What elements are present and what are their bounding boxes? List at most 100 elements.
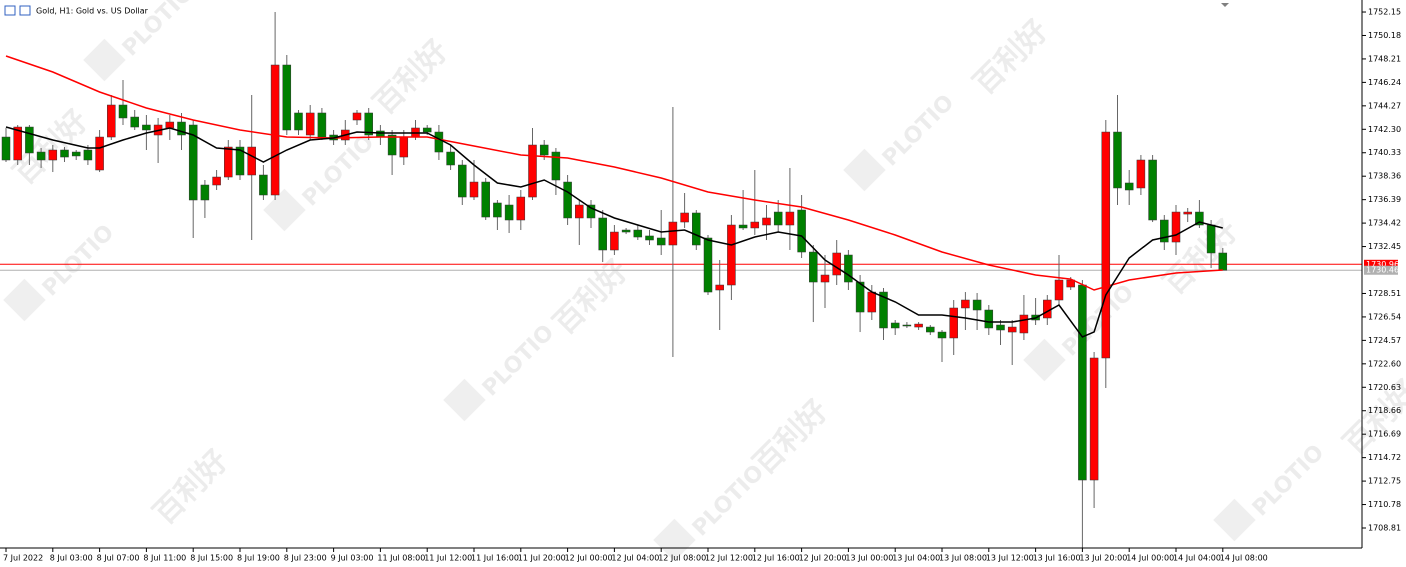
candle-body [434,131,444,153]
candle-body [36,151,46,161]
y-tick-label: 1718.66 [1368,406,1401,415]
candle-body [130,116,139,128]
candle-body [797,209,806,253]
candle-body [539,144,549,156]
icon-chart[interactable] [4,5,16,16]
candle-body [270,64,280,196]
y-tick-label: 1708.81 [1368,523,1401,532]
x-tick-label: 12 Jul 04:00 [611,554,659,563]
candle-body [387,134,397,156]
candle-body [177,121,186,136]
candle-body [422,127,432,133]
x-tick-label: 8 Jul 11:00 [143,554,186,563]
y-tick-label: 1734.42 [1368,219,1401,228]
candle-body [364,112,373,136]
x-tick-label: 14 Jul 08:00 [1220,554,1268,563]
candle-body [551,151,561,181]
price-label-box [1364,259,1398,269]
candle-body [914,323,923,328]
x-tick-label: 13 Jul 20:00 [1079,554,1127,563]
x-tick-label: 12 Jul 20:00 [799,554,847,563]
candle-body [680,212,689,223]
candle-body [1113,131,1122,189]
candle-body [902,324,912,327]
y-tick-label: 1744.27 [1368,101,1401,110]
candle-body [446,151,455,166]
y-tick-label: 1728.51 [1368,289,1401,298]
candle-body [71,151,81,157]
candle-body [528,144,537,198]
candle-body [656,237,666,246]
candle-body [1171,211,1181,243]
candle-body [1019,314,1029,334]
candle-body [1,136,11,161]
chart-title: Gold, H1: Gold vs. US Dollar [36,7,149,16]
candle-body [1218,252,1228,271]
candle-body [83,149,93,161]
candle-body [809,251,818,283]
x-tick-label: 12 Jul 08:00 [658,554,706,563]
x-tick-label: 8 Jul 03:00 [50,554,93,563]
icon-symbol[interactable] [19,5,31,16]
candle-body [188,124,198,201]
y-tick-label: 1740.33 [1368,148,1401,157]
candle-body [586,204,596,219]
candle-body [1124,182,1134,191]
candle-body [48,149,58,161]
y-tick-label: 1750.18 [1368,31,1401,40]
candle-body [844,254,853,283]
candle-body [376,130,385,138]
candle-body [1160,219,1169,243]
candle-body [259,174,268,196]
candle-body [949,307,958,339]
moving-average [5,126,1223,338]
x-tick-label: 14 Jul 04:00 [1173,554,1221,563]
x-tick-label: 12 Jul 00:00 [565,554,613,563]
candle-body [1148,159,1157,221]
shift-marker[interactable] [1221,3,1229,7]
candle-body [1078,284,1087,481]
candle-body [1043,299,1052,319]
y-tick-label: 1726.54 [1368,312,1401,321]
y-tick-label: 1732.45 [1368,242,1401,251]
candle-body [469,181,479,198]
candle-body [961,299,970,309]
candle-body [984,309,994,329]
x-tick-label: 13 Jul 04:00 [892,554,940,563]
candle-body [224,146,233,178]
x-tick-label: 8 Jul 23:00 [284,554,327,563]
candle-body [633,229,643,238]
candle-body [598,217,607,251]
candle-body [937,331,947,339]
price-label-box [1364,265,1398,275]
candle-body [1195,211,1204,226]
x-tick-label: 7 Jul 2022 [3,554,43,563]
candle-body [1183,211,1192,215]
x-tick-label: 13 Jul 08:00 [939,554,987,563]
candle-body [926,326,935,333]
candle-body [727,224,736,286]
candle-body [165,121,175,129]
candle-body [305,112,315,136]
candle-body [493,202,502,218]
price-label: 1730.46 [1366,266,1399,275]
candle-body [1206,224,1216,254]
candle-body [95,136,104,171]
candle-body [235,146,245,176]
y-tick-label: 1748.21 [1368,54,1401,63]
y-tick-label: 1722.60 [1368,359,1401,368]
candle-body [107,104,116,138]
candle-body [25,126,34,154]
candle-body [703,237,713,293]
x-tick-label: 13 Jul 00:00 [845,554,893,563]
x-tick-label: 13 Jul 12:00 [986,554,1034,563]
x-tick-label: 11 Jul 12:00 [424,554,472,563]
candle-body [575,204,584,219]
candle-body [832,252,841,276]
x-tick-label: 11 Jul 08:00 [377,554,425,563]
candle-body [668,221,678,246]
x-tick-label: 13 Jul 16:00 [1033,554,1081,563]
x-tick-label: 11 Jul 16:00 [471,554,519,563]
